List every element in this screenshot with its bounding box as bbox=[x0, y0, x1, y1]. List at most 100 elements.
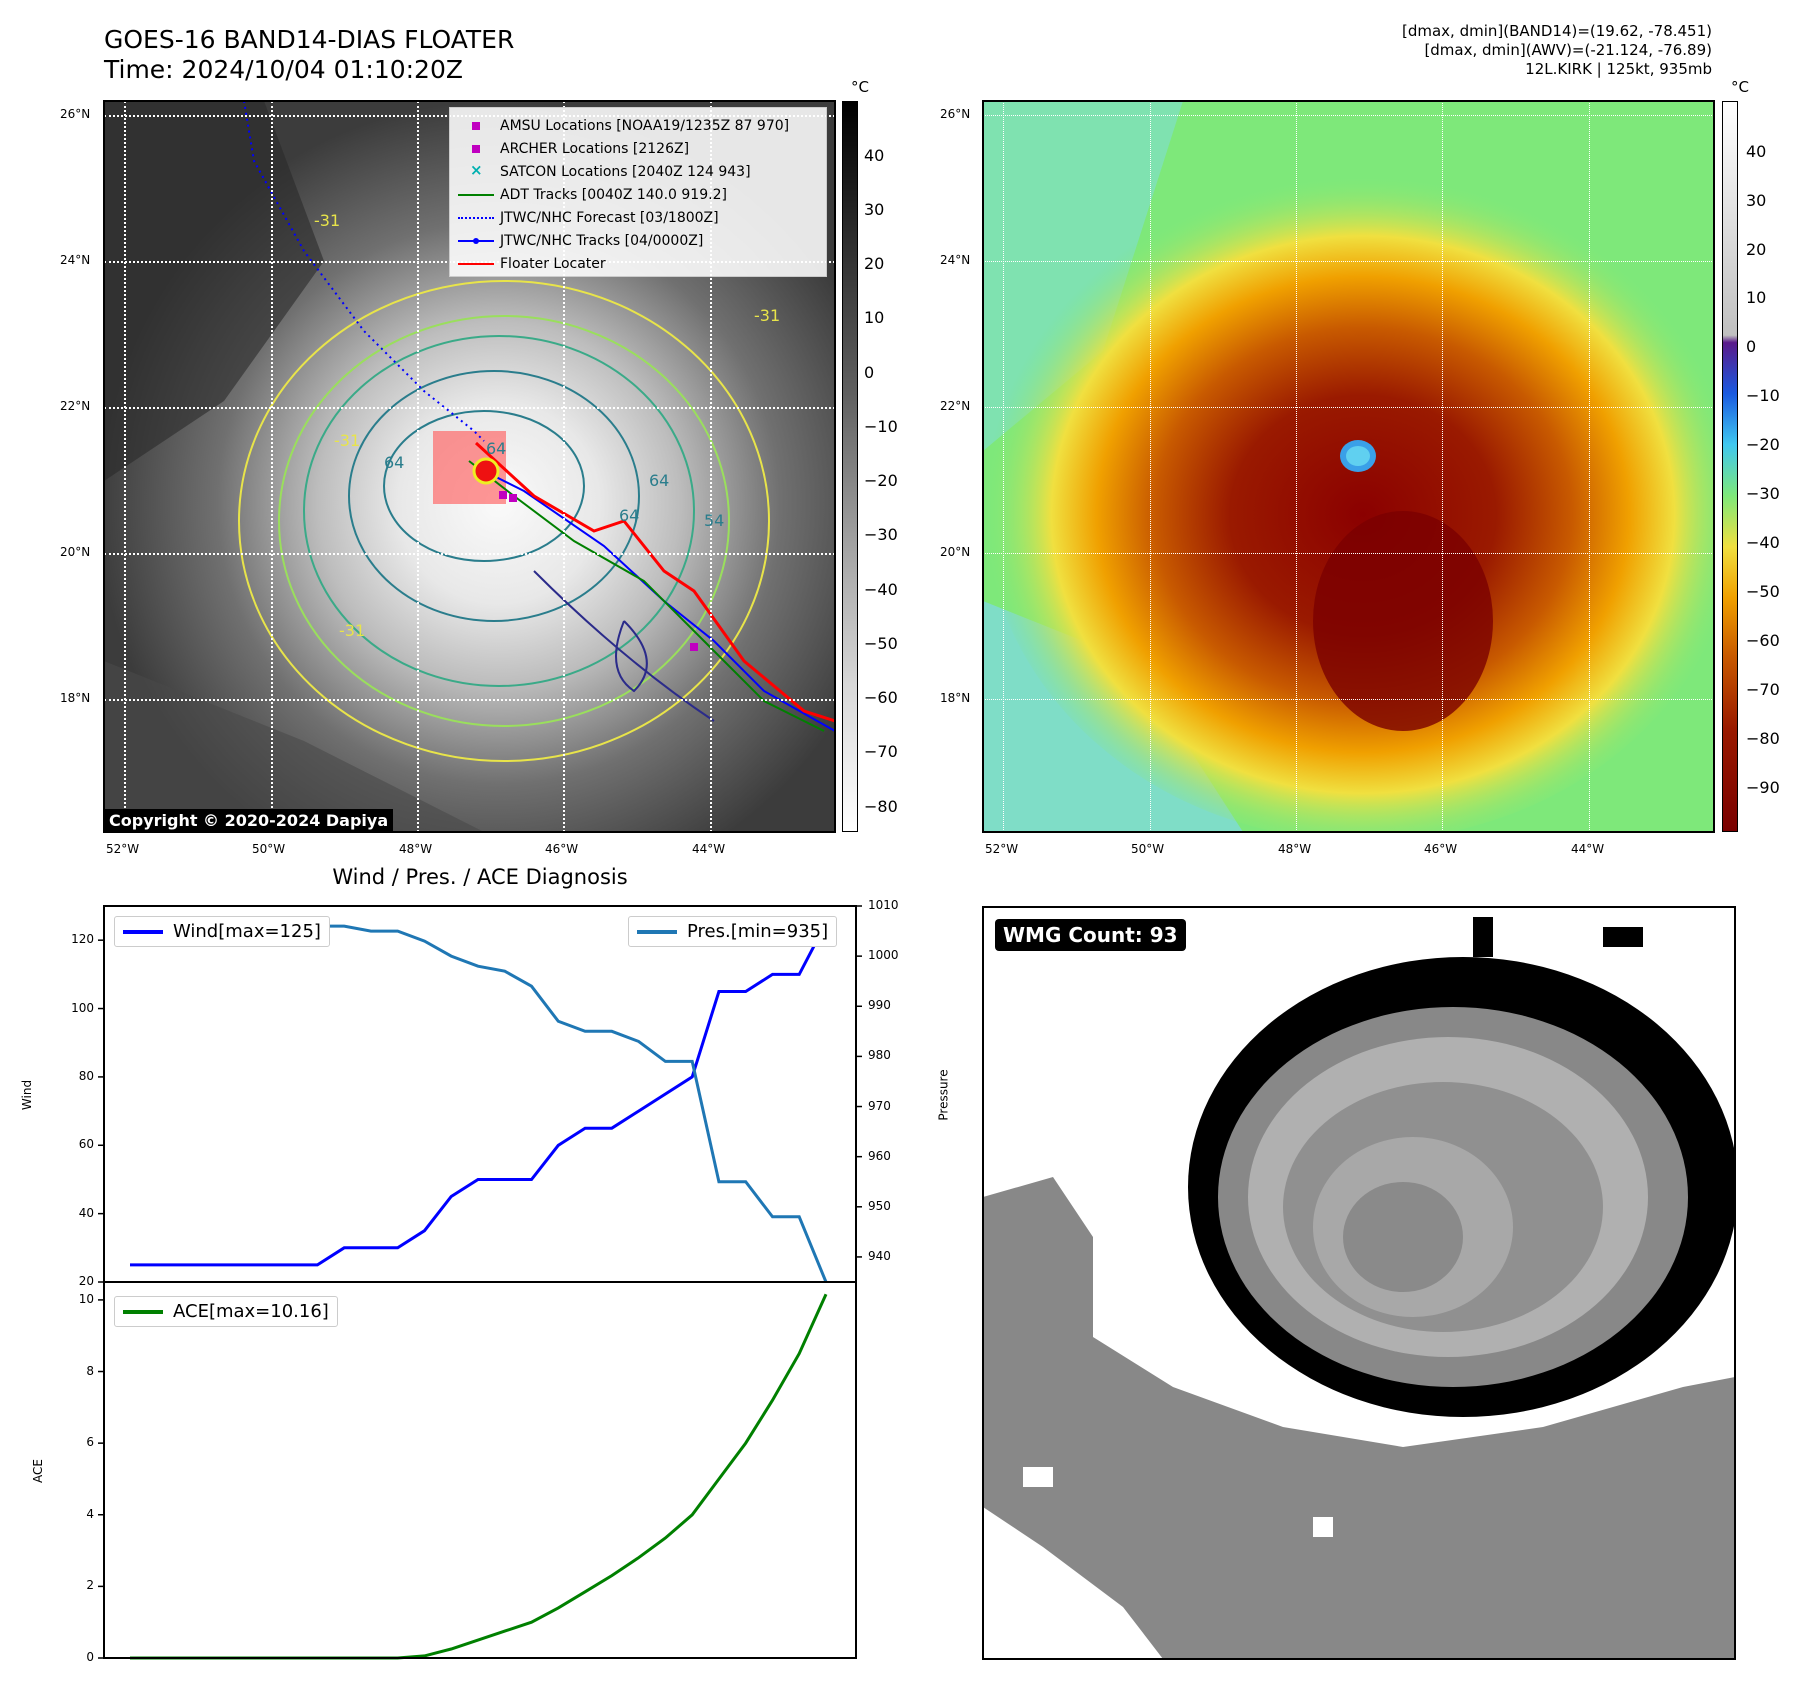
legend-item-satcon: × SATCON Locations [2040Z 124 943] bbox=[458, 160, 818, 183]
ace-frame bbox=[103, 1281, 857, 1659]
enh-frame bbox=[982, 100, 1715, 833]
legend-swatch bbox=[637, 929, 677, 934]
ir-cbar-tick: 0 bbox=[864, 363, 875, 382]
legend-label: Floater Locater bbox=[500, 255, 606, 272]
legend-swatch bbox=[123, 1309, 163, 1314]
legend-item-tracks: JTWC/NHC Tracks [04/0000Z] bbox=[458, 229, 818, 252]
ir-grid-lat bbox=[104, 553, 835, 555]
contour-label: -31 bbox=[754, 306, 781, 325]
ir-grid-lon bbox=[563, 101, 565, 832]
legend-label: SATCON Locations [2040Z 124 943] bbox=[500, 163, 751, 180]
contour-label: -31 bbox=[314, 211, 341, 230]
ir-lat-label: 26°N bbox=[60, 107, 91, 121]
enh-cbar-tick: −10 bbox=[1746, 386, 1780, 405]
square-marker-icon bbox=[458, 142, 494, 156]
enh-grid-lon bbox=[1003, 101, 1004, 832]
info-awv: [dmax, dmin](AWV)=(-21.124, -76.89) bbox=[1424, 41, 1712, 59]
wind-axis-label: Wind bbox=[20, 1079, 35, 1111]
enh-colorbar-unit: °C bbox=[1731, 78, 1749, 96]
ir-cbar-tick: 10 bbox=[864, 308, 885, 327]
enh-lat-label: 18°N bbox=[940, 691, 971, 705]
pressure-tick-label: 980 bbox=[868, 1048, 891, 1063]
pressure-tick-label: 960 bbox=[868, 1148, 891, 1163]
wmg-frame bbox=[982, 906, 1736, 1660]
wind-series-line bbox=[130, 922, 828, 1267]
pressure-tick-label: 990 bbox=[868, 998, 891, 1013]
enh-cbar-tick: 20 bbox=[1746, 240, 1767, 259]
ir-cbar-tick: −50 bbox=[864, 634, 898, 653]
ir-colorbar-unit: °C bbox=[851, 78, 869, 96]
ir-lat-label: 22°N bbox=[60, 399, 91, 413]
dotted-line-icon bbox=[458, 211, 494, 225]
ir-cbar-tick: 20 bbox=[864, 254, 885, 273]
enh-lat-label: 26°N bbox=[940, 107, 971, 121]
pressure-axis-label: Pressure bbox=[936, 1069, 951, 1121]
ace-axis-label: ACE bbox=[30, 1459, 45, 1483]
contour-label: 64 bbox=[486, 439, 507, 458]
ir-lon-label: 50°W bbox=[252, 842, 286, 856]
contour-label: 64 bbox=[619, 506, 640, 525]
ir-grid-lon bbox=[710, 101, 712, 832]
enh-lat-label: 22°N bbox=[940, 399, 971, 413]
enh-cbar-tick: 30 bbox=[1746, 191, 1767, 210]
diagnosis-chart bbox=[98, 905, 862, 1660]
enh-grid-lon bbox=[1589, 101, 1590, 832]
enh-cbar-tick: −80 bbox=[1746, 729, 1780, 748]
ir-grid-lon bbox=[271, 101, 273, 832]
ir-image: -31 -31 -31 -31 64 64 64 64 54 AMSU Loca… bbox=[104, 101, 835, 832]
ace-tick-label: 6 bbox=[86, 1435, 94, 1450]
legend-item-floater: Floater Locater bbox=[458, 252, 818, 275]
ace-legend-label: ACE[max=10.16] bbox=[173, 1301, 329, 1322]
ir-cbar-tick: −80 bbox=[864, 797, 898, 816]
ace-tick-label: 2 bbox=[86, 1578, 94, 1593]
wind-tick-label: 80 bbox=[78, 1068, 94, 1083]
pressure-legend-label: Pres.[min=935] bbox=[687, 921, 829, 942]
enh-lon-label: 48°W bbox=[1278, 842, 1312, 856]
wmg-count-badge: WMG Count: 93 bbox=[995, 919, 1186, 951]
pressure-tick-label: 1010 bbox=[868, 898, 899, 912]
wind-legend: Wind[max=125] bbox=[114, 916, 330, 947]
enh-image-svg bbox=[983, 101, 1714, 832]
enh-cbar-tick: −40 bbox=[1746, 533, 1780, 552]
legend-item-amsu: AMSU Locations [NOAA19/1235Z 87 970] bbox=[458, 114, 818, 137]
wind-legend-label: Wind[max=125] bbox=[173, 921, 321, 942]
info-band14: [dmax, dmin](BAND14)=(19.62, -78.451) bbox=[1401, 22, 1712, 40]
wind-tick-label: 120 bbox=[71, 932, 94, 947]
line-marker-icon bbox=[458, 188, 494, 202]
legend-item-forecast: JTWC/NHC Forecast [03/1800Z] bbox=[458, 206, 818, 229]
copyright-label: Copyright © 2020-2024 Dapiya bbox=[104, 809, 394, 832]
enh-grid-lon bbox=[1442, 101, 1443, 832]
figure-title: GOES-16 BAND14-DIAS FLOATER bbox=[104, 25, 515, 54]
enh-grid-lat bbox=[983, 699, 1714, 700]
ir-cbar-tick: −70 bbox=[864, 742, 898, 761]
pressure-tick-label: 1000 bbox=[868, 948, 899, 963]
enh-cbar-tick: −90 bbox=[1746, 778, 1780, 797]
ir-grid-lat bbox=[104, 407, 835, 409]
legend-item-adt: ADT Tracks [0040Z 140.0 919.2] bbox=[458, 183, 818, 206]
pressure-tick-label: 950 bbox=[868, 1198, 891, 1213]
legend-label: AMSU Locations [NOAA19/1235Z 87 970] bbox=[500, 117, 790, 134]
wind-tick-label: 40 bbox=[78, 1205, 94, 1220]
enh-cbar-tick: 10 bbox=[1746, 288, 1767, 307]
enh-lon-label: 44°W bbox=[1571, 842, 1605, 856]
ir-grid-lon bbox=[417, 101, 419, 832]
ace-tick-label: 0 bbox=[86, 1650, 94, 1664]
enh-lat-label: 24°N bbox=[940, 253, 971, 267]
legend-swatch bbox=[123, 929, 163, 934]
contour-label: -31 bbox=[339, 621, 366, 640]
enh-grid-lat bbox=[983, 261, 1714, 262]
wind-tick-label: 100 bbox=[71, 1000, 94, 1015]
enh-cbar-tick: −20 bbox=[1746, 435, 1780, 454]
pressure-tick-label: 940 bbox=[868, 1248, 891, 1263]
legend-label: JTWC/NHC Forecast [03/1800Z] bbox=[500, 209, 719, 226]
pressure-legend: Pres.[min=935] bbox=[628, 916, 838, 947]
enh-grid-lon bbox=[1150, 101, 1151, 832]
info-storm: 12L.KIRK | 125kt, 935mb bbox=[1525, 60, 1712, 78]
contour-label: 54 bbox=[704, 511, 725, 530]
ir-frame bbox=[103, 100, 836, 833]
enh-image bbox=[983, 101, 1714, 832]
ir-lon-label: 52°W bbox=[106, 842, 140, 856]
enh-cbar-tick: −60 bbox=[1746, 631, 1780, 650]
enh-cbar-tick: −70 bbox=[1746, 680, 1780, 699]
contour-label: 64 bbox=[649, 471, 670, 490]
